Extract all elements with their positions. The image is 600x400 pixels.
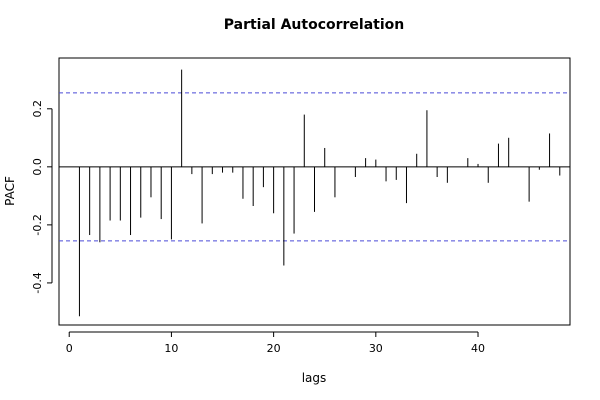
y-axis: -0.4 -0.2 0.0 0.2 xyxy=(31,100,53,294)
x-tick-label: 20 xyxy=(267,342,281,355)
chart-title: Partial Autocorrelation xyxy=(224,17,405,33)
confidence-bounds xyxy=(59,92,570,242)
y-tick-label: -0.2 xyxy=(31,214,44,235)
x-axis: 0 10 20 30 40 xyxy=(66,331,485,355)
y-tick-label: 0.2 xyxy=(31,100,44,118)
x-tick-label: 40 xyxy=(471,342,485,355)
x-axis-label: lags xyxy=(302,371,327,385)
x-tick-label: 30 xyxy=(369,342,383,355)
plot-frame xyxy=(58,57,571,326)
x-tick-label: 0 xyxy=(66,342,73,355)
x-tick-label: 10 xyxy=(164,342,178,355)
y-tick-label: 0.0 xyxy=(31,158,44,176)
y-axis-label: PACF xyxy=(3,176,17,206)
y-tick-label: -0.4 xyxy=(31,272,44,293)
pacf-bars xyxy=(78,69,561,317)
